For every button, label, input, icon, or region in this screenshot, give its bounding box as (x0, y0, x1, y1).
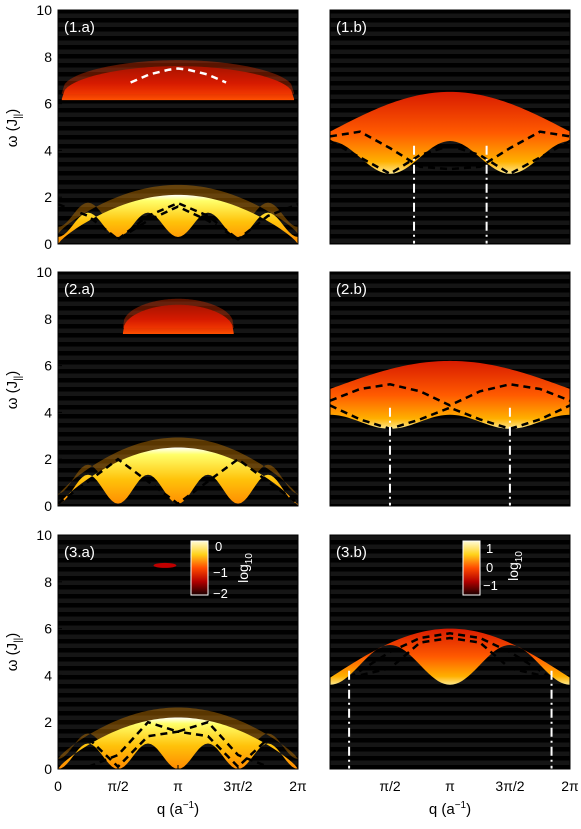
ytick-label: 10 (36, 2, 52, 18)
panel-label: (3.b) (336, 544, 367, 561)
continuum-band (330, 91, 570, 174)
xtick-label: 3π/2 (495, 778, 524, 794)
panel-1b: (1.b) (329, 9, 571, 245)
continuum-spot (153, 562, 177, 568)
dispersion-curve-1 (58, 203, 298, 241)
dispersion-curve-1 (330, 139, 570, 176)
ytick-label: 2 (44, 189, 52, 205)
ytick-label: 0 (44, 236, 52, 252)
continuum-low (58, 447, 298, 506)
colorbar-right: 1 0 −1 log10 (462, 540, 525, 596)
xtick-label: π (173, 778, 183, 794)
ytick-label: 8 (44, 574, 52, 590)
continuum-band (330, 628, 570, 685)
dispersion-curve-1 (88, 720, 269, 768)
dispersion-curve-2 (117, 201, 239, 241)
panel-2b: (2.b) (329, 271, 571, 507)
colorbar-left-tick-0: 0 (215, 539, 222, 554)
panel-frame (57, 9, 299, 245)
panel-frame (329, 271, 571, 507)
xlabel-right: q (a−1) (429, 800, 471, 818)
continuum-high-halo (61, 60, 295, 95)
dispersion-curve-0 (330, 383, 570, 407)
panel-1a: (1.a) 0 2 4 6 8 10 (36, 2, 299, 252)
ytick-label: 2 (44, 451, 52, 467)
continuum-low (58, 194, 298, 244)
ytick-label: 4 (44, 667, 52, 683)
panel-3a: (3.a) 0 2 4 6 8 10 0 π/2 π 3π/2 2π (36, 527, 307, 794)
xtick-label: 0 (54, 778, 62, 794)
ytick-label: 4 (44, 404, 52, 420)
dispersion-curve-0 (330, 130, 570, 171)
ylabel-row-1: ω (J||) (4, 109, 24, 148)
colorbar-left-label: log10 (235, 553, 255, 583)
dispersion-curve-0 (348, 632, 553, 679)
ytick-label: 8 (44, 311, 52, 327)
panel-label: (2.a) (64, 281, 95, 298)
xtick-label: π/2 (379, 778, 401, 794)
panel-3b: (3.b) π/2 π 3π/2 2π (329, 534, 579, 794)
continuum-high (61, 66, 295, 101)
ytick-label: 6 (44, 621, 52, 637)
dispersion-curve-0 (130, 67, 227, 84)
colorbar-left: 0 −1 −2 log10 (190, 539, 255, 601)
ytick-label: 8 (44, 49, 52, 65)
continuum-high-halo (122, 298, 234, 329)
ytick-label: 2 (44, 714, 52, 730)
ytick-label: 0 (44, 498, 52, 514)
panel-frame (57, 271, 299, 507)
panel-label: (3.a) (64, 544, 95, 561)
colorbar-right-label: log10 (505, 551, 525, 581)
panel-label: (2.b) (336, 281, 367, 298)
continuum-high (122, 304, 234, 335)
ytick-label: 4 (44, 142, 52, 158)
panel-label: (1.a) (64, 19, 95, 36)
xtick-label: π/2 (107, 778, 129, 794)
colorbar-left-gradient (190, 540, 209, 596)
xtick-label: π (445, 778, 455, 794)
colorbar-right-tick-0: 1 (486, 541, 493, 556)
ylabel-row-2: ω (J||) (4, 371, 24, 410)
ytick-label: 0 (44, 761, 52, 777)
colorbar-left-tick-2: −2 (213, 586, 228, 601)
colorbar-right-tick-1: 0 (486, 560, 493, 575)
panel-label: (1.b) (336, 19, 367, 36)
dispersion-curve-0 (58, 457, 298, 506)
ytick-label: 6 (44, 96, 52, 112)
dispersion-curve-1 (348, 636, 552, 679)
ylabel-row-3: ω (J||) (4, 633, 24, 672)
colorbar-left-tick-1: −1 (213, 565, 228, 580)
ytick-label: 10 (36, 527, 52, 543)
ytick-label: 6 (44, 358, 52, 374)
xlabel-left: q (a−1) (157, 800, 199, 818)
colorbar-right-gradient (462, 540, 481, 596)
xtick-label: 2π (289, 778, 307, 794)
panel-2a: (2.a) 0 2 4 6 8 10 (36, 264, 299, 514)
xtick-label: 2π (561, 778, 579, 794)
panel-frame (329, 9, 571, 245)
colorbar-right-tick-2: −1 (483, 578, 498, 593)
ytick-label: 10 (36, 264, 52, 280)
xtick-label: 3π/2 (223, 778, 252, 794)
